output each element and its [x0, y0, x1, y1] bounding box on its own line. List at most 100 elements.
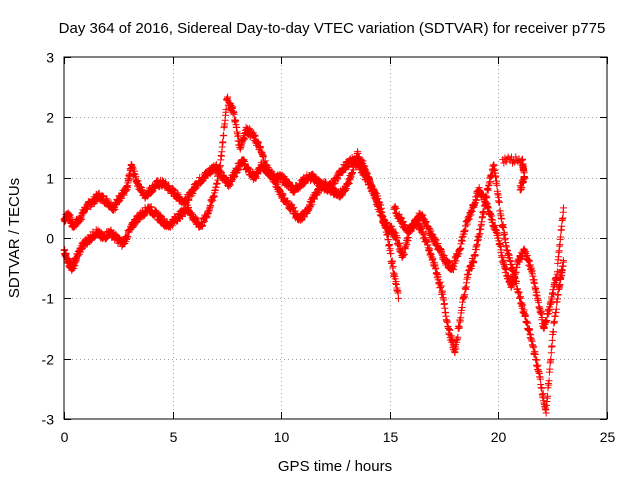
data-point: [522, 311, 530, 319]
data-point: [300, 213, 308, 221]
data-point: [472, 196, 480, 204]
y-tick-label: 2: [46, 110, 54, 126]
data-point: [399, 217, 407, 225]
data-point: [384, 236, 392, 244]
data-point: [538, 384, 546, 392]
data-point: [495, 198, 503, 206]
data-point: [229, 103, 237, 111]
y-axis-label: SDTVAR / TECUs: [6, 178, 23, 298]
data-point: [530, 343, 538, 351]
x-tick-label: 20: [491, 429, 507, 445]
data-point: [419, 228, 427, 236]
data-point: [452, 257, 460, 265]
y-tick-label: -2: [42, 352, 55, 368]
x-tick-label: 10: [274, 429, 290, 445]
data-point: [493, 181, 501, 189]
data-point: [524, 319, 532, 327]
data-point: [454, 333, 462, 341]
data-point: [290, 204, 298, 212]
data-point: [523, 318, 531, 326]
data-point: [446, 326, 454, 334]
plot-frame: [63, 56, 608, 420]
data-point: [559, 214, 567, 222]
data-point: [124, 232, 132, 240]
data-point: [168, 222, 176, 230]
data-point: [389, 262, 397, 270]
data-point: [546, 365, 554, 373]
data-point: [370, 187, 378, 195]
data-point: [230, 110, 238, 118]
data-point: [385, 240, 393, 248]
data-point: [78, 244, 86, 252]
data-point: [396, 240, 404, 248]
data-point: [553, 268, 561, 276]
data-point: [539, 390, 547, 398]
data-point: [220, 131, 228, 139]
data-point: [560, 258, 568, 266]
data-point: [147, 203, 155, 211]
grid-lines: [64, 57, 607, 419]
data-point: [368, 183, 376, 191]
data-point: [516, 186, 524, 194]
axis-ticks: [64, 57, 608, 420]
x-tick-label: 5: [170, 429, 178, 445]
data-point: [502, 265, 510, 273]
data-point: [226, 181, 234, 189]
data-point: [552, 305, 560, 313]
data-point: [557, 233, 565, 241]
data-point: [447, 332, 455, 340]
data-point: [492, 172, 500, 180]
data-point: [544, 392, 552, 400]
data-point: [338, 191, 346, 199]
data-point: [219, 138, 227, 146]
data-point: [426, 245, 434, 253]
data-point: [497, 242, 505, 250]
data-markers: [60, 93, 568, 417]
data-point: [291, 207, 299, 215]
data-point: [543, 317, 551, 325]
y-tick-label: -3: [42, 412, 55, 428]
data-point: [560, 204, 568, 212]
data-point: [231, 173, 239, 181]
data-point: [470, 258, 478, 266]
data-point: [545, 377, 553, 385]
data-point: [461, 291, 469, 299]
data-point: [499, 224, 507, 232]
x-tick-labels: 0 5 10 15 20 25: [61, 429, 616, 445]
data-point: [213, 179, 221, 187]
data-point: [508, 260, 516, 268]
y-tick-label: 0: [46, 231, 54, 247]
y-tick-label: -1: [42, 291, 55, 307]
data-point: [431, 235, 439, 243]
data-point: [549, 328, 557, 336]
data-point: [359, 157, 367, 165]
data-point: [334, 175, 342, 183]
data-point: [308, 201, 316, 209]
data-point: [393, 234, 401, 242]
data-point: [444, 257, 452, 265]
data-point: [452, 345, 460, 353]
y-tick-label: 3: [46, 50, 54, 66]
data-point: [234, 132, 242, 140]
data-point: [279, 190, 287, 198]
data-point: [448, 337, 456, 345]
y-tick-label: 1: [46, 171, 54, 187]
data-point: [538, 314, 546, 322]
data-point: [517, 157, 525, 165]
x-tick-label: 25: [600, 429, 616, 445]
data-point: [350, 166, 358, 174]
data-point: [120, 191, 128, 199]
data-point: [532, 284, 540, 292]
data-point: [437, 282, 445, 290]
data-point: [388, 257, 396, 265]
data-point: [533, 356, 541, 364]
data-point: [185, 196, 193, 204]
data-point: [71, 262, 79, 270]
data-point: [455, 324, 463, 332]
data-point: [519, 301, 527, 309]
data-point: [111, 205, 119, 213]
data-point: [547, 355, 555, 363]
x-axis-label: GPS time / hours: [278, 458, 392, 475]
data-point: [445, 258, 453, 266]
